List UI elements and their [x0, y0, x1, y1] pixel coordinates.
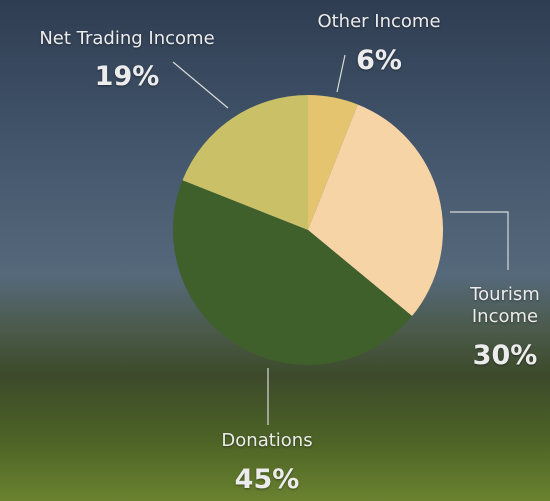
slice-label: Other Income	[289, 11, 469, 33]
slice-label: Net Trading Income	[7, 28, 247, 50]
slice-value-label: 6%	[289, 46, 469, 76]
slice-value-label: 45%	[177, 465, 357, 495]
chart: Other Income 6% Tourism Income 30% Donations…	[0, 0, 550, 501]
leader-line	[450, 212, 508, 270]
slice-label: Donations	[177, 430, 357, 452]
slice-label: Tourism Income	[460, 284, 550, 328]
slice-value-label: 30%	[460, 341, 550, 371]
slice-value-label: 19%	[7, 62, 247, 92]
